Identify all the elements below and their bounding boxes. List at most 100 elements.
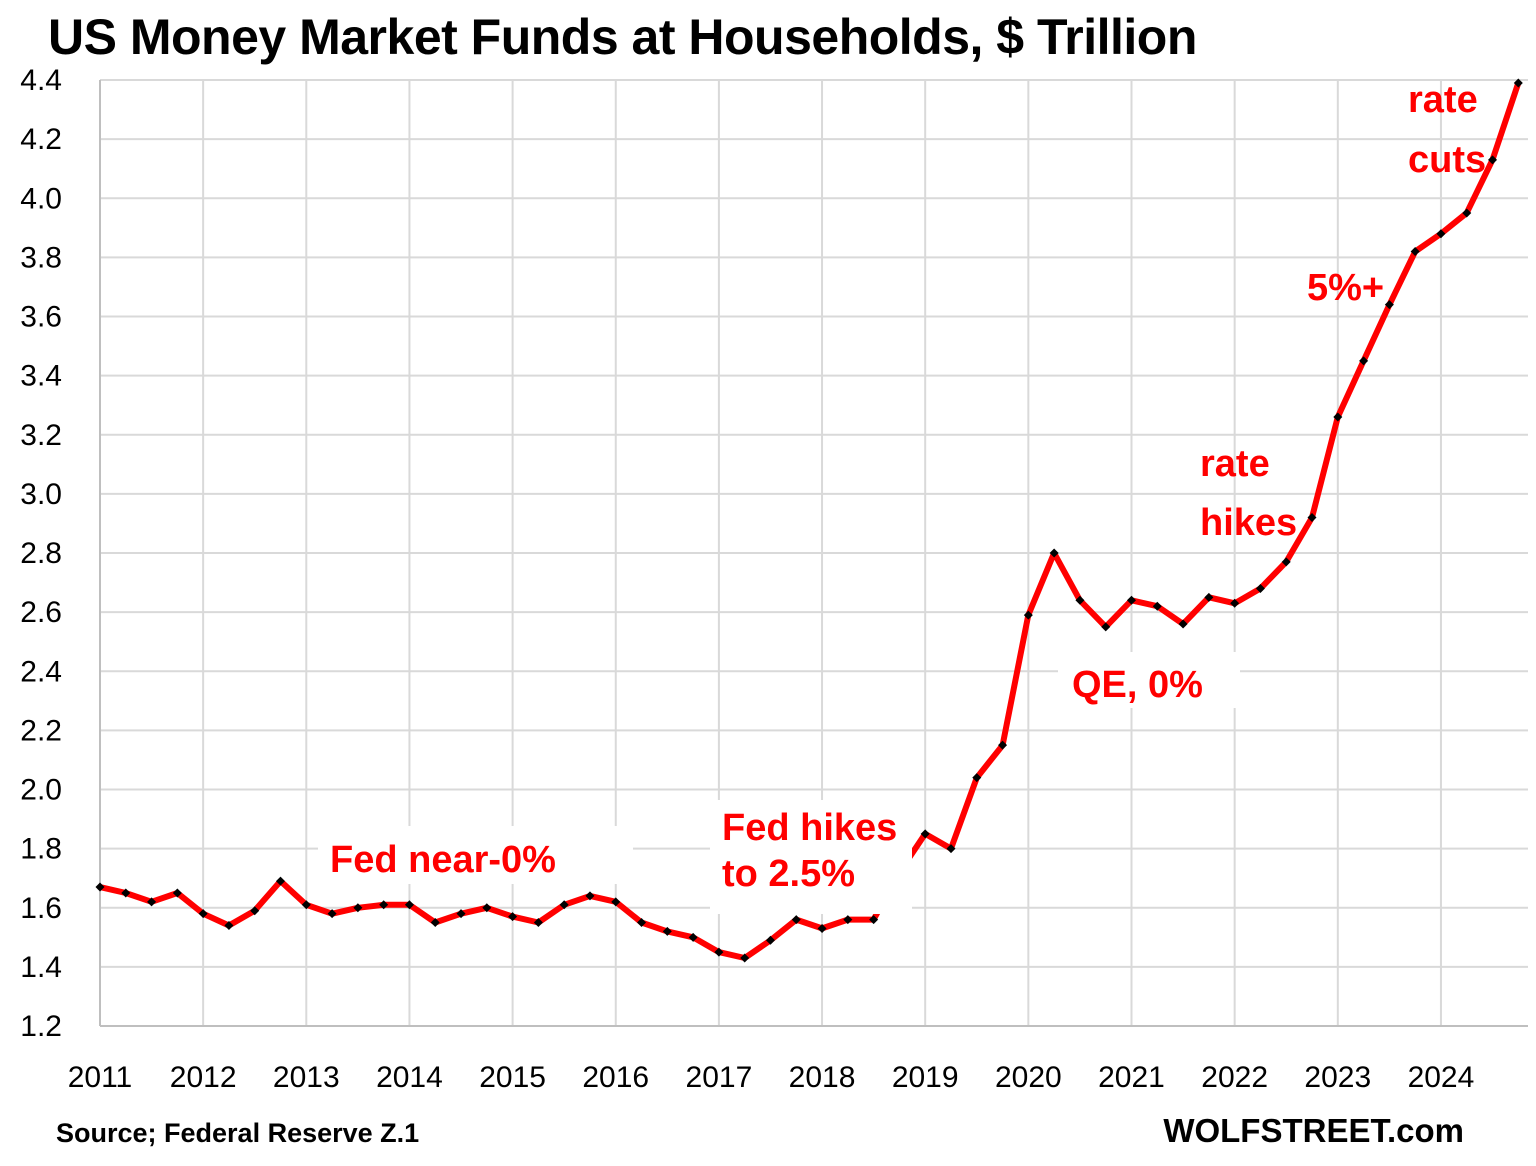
y-axis-tick-labels: 1.2 1.4 1.6 1.8 2.0 2.2 2.4 2.6 2.8 3.0 3.2 3.4 3.6 3…	[20, 64, 62, 1043]
data-point-marker	[482, 903, 492, 913]
chart-title: US Money Market Funds at Households, $ T…	[48, 9, 1197, 65]
data-point-marker	[1436, 229, 1446, 239]
annotation-text: QE, 0%	[1072, 664, 1203, 706]
data-point-marker	[379, 900, 389, 910]
series-line	[97, 80, 1522, 961]
x-tick-label: 2014	[376, 1061, 443, 1094]
data-point-marker	[585, 891, 595, 901]
data-point-marker	[1333, 412, 1343, 422]
data-point-marker	[843, 915, 853, 925]
x-tick-label: 2020	[995, 1061, 1062, 1094]
data-point-marker	[301, 900, 311, 910]
data-point-marker	[1462, 208, 1472, 218]
annotation-text: cuts	[1408, 139, 1486, 181]
data-point-marker	[1513, 78, 1523, 88]
axes	[99, 80, 1528, 1027]
data-point-marker	[791, 915, 801, 925]
data-point-marker	[430, 918, 440, 928]
y-tick-label: 2.6	[20, 596, 62, 629]
data-point-marker	[1204, 592, 1214, 602]
data-point-marker	[1255, 583, 1265, 593]
annotation-background	[1058, 652, 1240, 708]
y-tick-label: 2.8	[20, 537, 62, 570]
data-point-marker	[533, 918, 543, 928]
data-point-marker	[172, 888, 182, 898]
data-point-marker	[1178, 619, 1188, 629]
y-tick-label: 2.0	[20, 774, 62, 807]
y-tick-label: 3.8	[20, 241, 62, 274]
data-series	[95, 78, 1523, 963]
annotation-text: rate	[1200, 443, 1270, 485]
y-tick-label: 4.2	[20, 123, 62, 156]
data-point-marker	[327, 909, 337, 919]
y-tick-label: 4.4	[20, 64, 62, 97]
data-point-marker	[1307, 513, 1317, 523]
data-point-marker	[95, 882, 105, 892]
data-point-marker	[1152, 601, 1162, 611]
y-tick-label: 1.6	[20, 892, 62, 925]
data-point-marker	[714, 947, 724, 957]
data-point-marker	[1075, 595, 1085, 605]
y-tick-label: 1.8	[20, 833, 62, 866]
data-point-marker	[1023, 610, 1033, 620]
annotation-text: rate	[1408, 79, 1478, 121]
data-point-marker	[121, 888, 131, 898]
source-note: Source; Federal Reserve Z.1	[56, 1118, 419, 1148]
y-tick-label: 3.2	[20, 419, 62, 452]
data-point-marker	[998, 740, 1008, 750]
data-point-marker	[946, 844, 956, 854]
data-point-marker	[972, 773, 982, 783]
x-tick-label: 2022	[1201, 1061, 1268, 1094]
data-point-marker	[198, 909, 208, 919]
data-point-marker	[611, 897, 621, 907]
data-point-marker	[1049, 548, 1059, 558]
data-point-marker	[1230, 598, 1240, 608]
data-point-marker	[637, 918, 647, 928]
data-point-marker	[224, 920, 234, 930]
data-point-marker	[920, 829, 930, 839]
data-point-marker	[250, 906, 260, 916]
data-point-marker	[559, 900, 569, 910]
annotation-background	[318, 826, 633, 884]
x-tick-label: 2018	[789, 1061, 856, 1094]
data-point-marker	[817, 923, 827, 933]
annotation-background	[710, 800, 912, 914]
data-point-marker	[869, 915, 879, 925]
annotation-text: Fed hikes	[722, 807, 897, 849]
annotation-text: hikes	[1200, 502, 1297, 544]
y-tick-label: 2.2	[20, 714, 62, 747]
annotation-text: to 2.5%	[722, 853, 855, 895]
data-point-marker	[1410, 246, 1420, 256]
y-tick-label: 3.6	[20, 301, 62, 334]
data-point-marker	[765, 935, 775, 945]
y-tick-label: 1.2	[20, 1010, 62, 1043]
data-point-marker	[353, 903, 363, 913]
x-tick-label: 2021	[1098, 1061, 1165, 1094]
data-point-marker	[404, 900, 414, 910]
y-tick-label: 3.0	[20, 478, 62, 511]
data-point-marker	[1101, 622, 1111, 632]
data-point-marker	[456, 909, 466, 919]
annotation-text: 5%+	[1307, 267, 1384, 309]
data-point-marker	[276, 876, 286, 886]
data-point-marker	[1488, 155, 1498, 165]
data-point-marker	[740, 953, 750, 963]
data-point-marker	[508, 912, 518, 922]
annotation-text: Fed near-0%	[330, 839, 556, 881]
x-tick-label: 2023	[1304, 1061, 1371, 1094]
x-tick-label: 2011	[68, 1061, 133, 1094]
x-tick-label: 2024	[1408, 1061, 1475, 1094]
data-point-marker	[1127, 595, 1136, 605]
x-axis-tick-labels: 2011 2012 2013 2014 2015 2016 2017 2018 2019 2020…	[68, 1061, 1475, 1094]
x-tick-label: 2012	[170, 1061, 237, 1094]
data-point-marker	[688, 932, 698, 942]
y-tick-label: 3.4	[20, 360, 62, 393]
y-tick-label: 1.4	[20, 951, 62, 984]
x-tick-label: 2015	[479, 1061, 546, 1094]
data-point-marker	[1384, 300, 1394, 310]
data-point-marker	[662, 926, 672, 936]
x-tick-label: 2013	[273, 1061, 340, 1094]
y-tick-label: 2.4	[20, 655, 62, 688]
